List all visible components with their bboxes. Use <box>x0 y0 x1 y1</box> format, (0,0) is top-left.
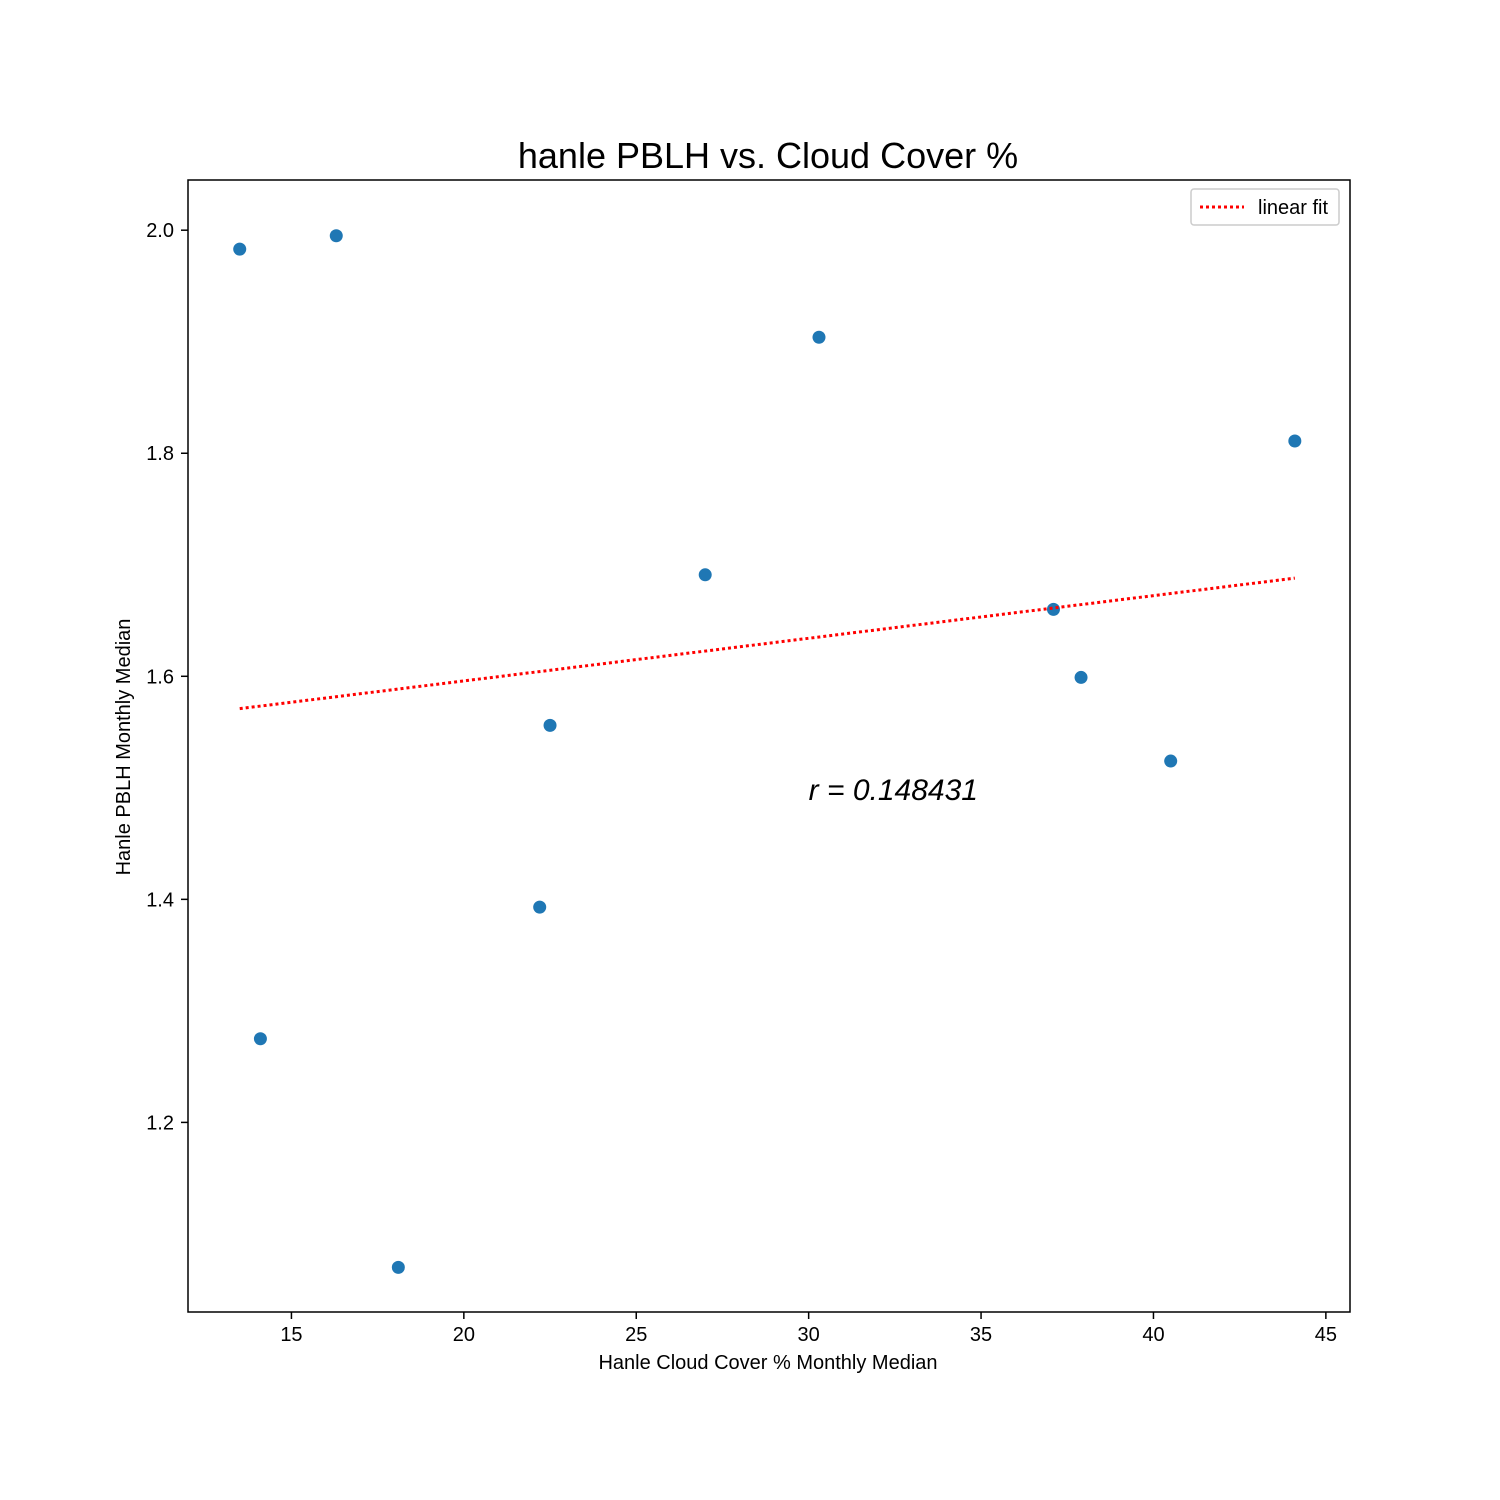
y-axis-label: Hanle PBLH Monthly Median <box>113 619 135 876</box>
x-tick-label: 15 <box>280 1324 302 1346</box>
scatter-point <box>1046 602 1060 616</box>
scatter-point <box>329 229 343 243</box>
y-tick-label: 1.2 <box>146 1112 174 1134</box>
scatter-point <box>233 242 247 256</box>
scatter-point <box>698 568 712 582</box>
x-tick-label: 45 <box>1315 1324 1337 1346</box>
scatter-point <box>543 718 557 732</box>
x-tick-label: 40 <box>1142 1324 1164 1346</box>
scatter-point <box>1164 754 1178 768</box>
x-tick-label: 30 <box>798 1324 820 1346</box>
scatter-point <box>1074 670 1088 684</box>
correlation-annotation: r = 0.148431 <box>809 774 978 807</box>
x-axis-label: Hanle Cloud Cover % Monthly Median <box>598 1352 937 1374</box>
y-tick-label: 1.6 <box>146 666 174 688</box>
x-tick-label: 25 <box>625 1324 647 1346</box>
y-tick-label: 1.4 <box>146 889 174 911</box>
x-tick-label: 20 <box>453 1324 475 1346</box>
y-tick-label: 1.8 <box>146 443 174 465</box>
scatter-point <box>533 900 547 914</box>
scatter-point <box>253 1032 267 1046</box>
y-tick-label: 2.0 <box>146 220 174 242</box>
scatter-point <box>1288 434 1302 448</box>
legend-frame <box>1190 188 1340 226</box>
x-tick-label: 35 <box>970 1324 992 1346</box>
plot-frame <box>187 179 1351 1313</box>
scatter-point <box>391 1260 405 1274</box>
plot-area: 15 20 25 30 35 40 45 1.2 1.4 1.6 1.8 2.0 r = 0.14843… <box>146 179 1351 1346</box>
scatter-point <box>812 330 826 344</box>
legend: linear fit <box>1190 188 1340 226</box>
chart-title: hanle PBLH vs. Cloud Cover % <box>518 135 1018 176</box>
legend-linear-fit-label: linear fit <box>1258 197 1328 219</box>
